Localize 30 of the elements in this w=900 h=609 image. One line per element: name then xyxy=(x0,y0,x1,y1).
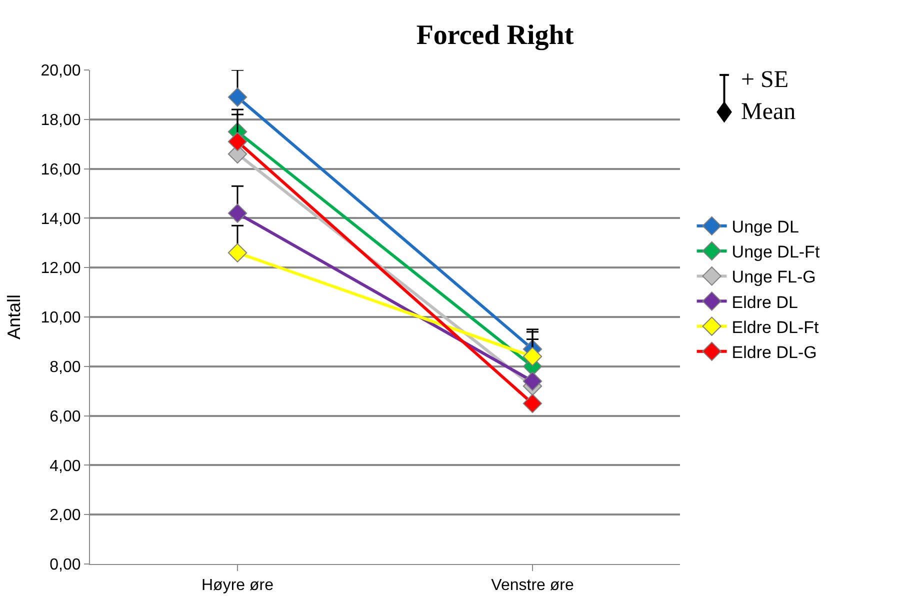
y-tick-label: 2,00 xyxy=(50,507,81,524)
y-tick-label: 18,00 xyxy=(40,112,81,129)
chart-title: Forced Right xyxy=(416,20,574,51)
point xyxy=(522,372,542,391)
y-tick-label: 16,00 xyxy=(40,161,81,178)
y-tick-label: 4,00 xyxy=(50,458,81,475)
point xyxy=(228,204,248,223)
point xyxy=(228,88,248,107)
legend-label: Unge DL-Ft xyxy=(732,242,820,262)
y-tick-label: 20,00 xyxy=(40,62,81,80)
y-tick-label: 12,00 xyxy=(40,260,81,278)
y-tick-label: 10,00 xyxy=(40,310,81,327)
point xyxy=(522,394,542,414)
point xyxy=(522,346,542,366)
y-tick-label: 0,00 xyxy=(50,556,81,574)
text: + SE xyxy=(741,67,789,93)
x-tick-label: Høyre øre xyxy=(202,577,274,594)
text: Mean xyxy=(741,99,796,125)
point xyxy=(228,243,248,262)
y-tick-label: 8,00 xyxy=(50,359,81,376)
legend-label: Unge FL-G xyxy=(732,268,816,287)
y-tick-label: 14,00 xyxy=(40,210,81,228)
legend-label: Eldre DL xyxy=(732,292,798,312)
point xyxy=(228,132,248,152)
y-tick-label: 6,00 xyxy=(50,408,81,426)
legend-label: Eldre DL-G xyxy=(732,343,817,362)
legend-label: Unge DL xyxy=(732,218,799,236)
y-axis-title: Antall xyxy=(4,294,24,340)
legend-label: Eldre DL-Ft xyxy=(732,318,819,337)
x-tick-label: Venstre øre xyxy=(491,577,574,594)
